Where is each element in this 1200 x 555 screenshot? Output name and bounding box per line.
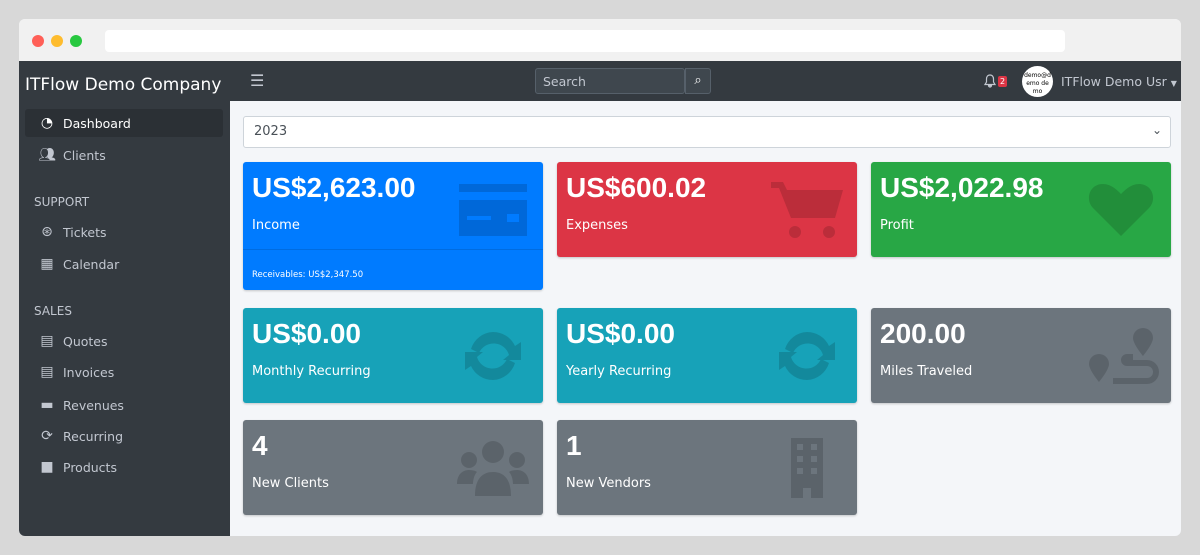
invoice-icon: ▤	[40, 364, 54, 380]
expenses-card[interactable]: US$600.02 Expenses	[557, 162, 857, 257]
route-icon	[1083, 326, 1159, 386]
card-value: US$600.02	[566, 172, 707, 203]
users-icon: 👥︎	[38, 147, 56, 163]
title-bar	[19, 19, 1181, 61]
heart-icon	[1083, 180, 1159, 240]
brand[interactable]: ITFlow Demo Company	[25, 75, 222, 95]
credit-card-icon: ▬	[40, 397, 54, 413]
card-label: Expenses	[566, 218, 628, 233]
search-icon: ⌕	[694, 73, 702, 88]
card-label: New Clients	[252, 476, 329, 491]
minimize-dot[interactable]	[51, 35, 63, 47]
users-icon	[455, 438, 531, 498]
building-icon	[769, 438, 845, 498]
notification-badge: 2	[998, 76, 1008, 87]
card-label: Miles Traveled	[880, 364, 973, 379]
caret-down-icon: ▼	[1170, 79, 1177, 88]
box-icon: ■	[40, 459, 54, 475]
sidebar-item-label: Dashboard	[63, 115, 131, 131]
close-dot[interactable]	[32, 35, 44, 47]
new-vendors-card[interactable]: 1 New Vendors	[557, 420, 857, 515]
year-value: 2023	[254, 124, 288, 139]
card-label: Income	[252, 218, 300, 233]
card-value: US$0.00	[252, 318, 361, 349]
card-value: US$2,022.98	[880, 172, 1044, 203]
sidebar-item-dashboard[interactable]: ◔ Dashboard	[25, 109, 223, 137]
card-label: Yearly Recurring	[566, 364, 672, 379]
miles-traveled-card[interactable]: 200.00 Miles Traveled	[871, 308, 1171, 403]
menu-toggle-icon[interactable]: ☰	[250, 71, 265, 90]
new-clients-card[interactable]: 4 New Clients	[243, 420, 543, 515]
sidebar-item-tickets[interactable]: ⊛ Tickets	[25, 218, 223, 246]
cart-icon	[769, 180, 845, 240]
file-icon: ▤	[40, 333, 54, 349]
receivables-text: Receivables: US$2,347.50	[252, 270, 364, 280]
card-label: Monthly Recurring	[252, 364, 371, 379]
sidebar-item-invoices[interactable]: ▤ Invoices	[25, 358, 223, 386]
card-value: US$2,623.00	[252, 172, 416, 203]
sidebar: ITFlow Demo Company ◔ Dashboard 👥︎ Clients…	[19, 61, 230, 536]
support-header: SUPPORT	[34, 195, 90, 209]
year-select[interactable]: 2023 ⌄	[243, 116, 1171, 148]
sidebar-item-label: Invoices	[63, 364, 115, 380]
card-value: 4	[252, 430, 268, 461]
sidebar-item-revenues[interactable]: ▬ Revenues	[25, 391, 223, 419]
sidebar-item-label: Revenues	[63, 397, 124, 413]
sidebar-item-recurring[interactable]: ⟳ Recurring	[25, 422, 223, 450]
sidebar-item-label: Tickets	[63, 224, 107, 240]
sidebar-item-label: Clients	[63, 147, 106, 163]
user-menu[interactable]: ITFlow Demo Usr ▼	[1061, 74, 1177, 89]
sidebar-item-label: Recurring	[63, 428, 123, 444]
credit-card-icon	[455, 180, 531, 240]
sidebar-item-label: Calendar	[63, 256, 120, 272]
sync-icon	[455, 326, 531, 386]
card-footer: Receivables: US$2,347.50	[243, 249, 543, 289]
card-label: Profit	[880, 218, 914, 233]
yearly-recurring-card[interactable]: US$0.00 Yearly Recurring	[557, 308, 857, 403]
sidebar-item-label: Products	[63, 459, 117, 475]
monthly-recurring-card[interactable]: US$0.00 Monthly Recurring	[243, 308, 543, 403]
search-button[interactable]: ⌕	[685, 68, 711, 94]
sidebar-item-products[interactable]: ■ Products	[25, 453, 223, 481]
sales-header: SALES	[34, 304, 72, 318]
card-value: 200.00	[880, 318, 966, 349]
browser-window: ITFlow Demo Company ◔ Dashboard 👥︎ Clients…	[19, 19, 1181, 536]
maximize-dot[interactable]	[70, 35, 82, 47]
tachometer-icon: ◔	[40, 115, 54, 131]
card-label: New Vendors	[566, 476, 651, 491]
bell-icon[interactable]	[984, 74, 996, 88]
address-bar[interactable]	[105, 30, 1065, 52]
user-name: ITFlow Demo Usr	[1061, 74, 1167, 89]
calendar-icon: ▦	[40, 256, 54, 272]
sync-icon	[769, 326, 845, 386]
life-ring-icon: ⊛	[41, 224, 53, 240]
avatar[interactable]: demo@demo demo	[1022, 66, 1053, 97]
profit-card[interactable]: US$2,022.98 Profit	[871, 162, 1171, 257]
card-value: 1	[566, 430, 582, 461]
income-card[interactable]: US$2,623.00 Income Receivables: US$2,347…	[243, 162, 543, 290]
sidebar-item-calendar[interactable]: ▦ Calendar	[25, 250, 223, 278]
top-navbar: ☰ Search ⌕ 2 demo@demo demo ITFlow Demo …	[230, 61, 1181, 101]
sidebar-item-label: Quotes	[63, 333, 108, 349]
search-input[interactable]: Search	[535, 68, 685, 94]
chevron-down-icon: ⌄	[1151, 123, 1162, 137]
sidebar-item-clients[interactable]: 👥︎ Clients	[25, 141, 223, 169]
card-value: US$0.00	[566, 318, 675, 349]
sync-icon: ⟳	[41, 428, 53, 444]
sidebar-item-quotes[interactable]: ▤ Quotes	[25, 327, 223, 355]
